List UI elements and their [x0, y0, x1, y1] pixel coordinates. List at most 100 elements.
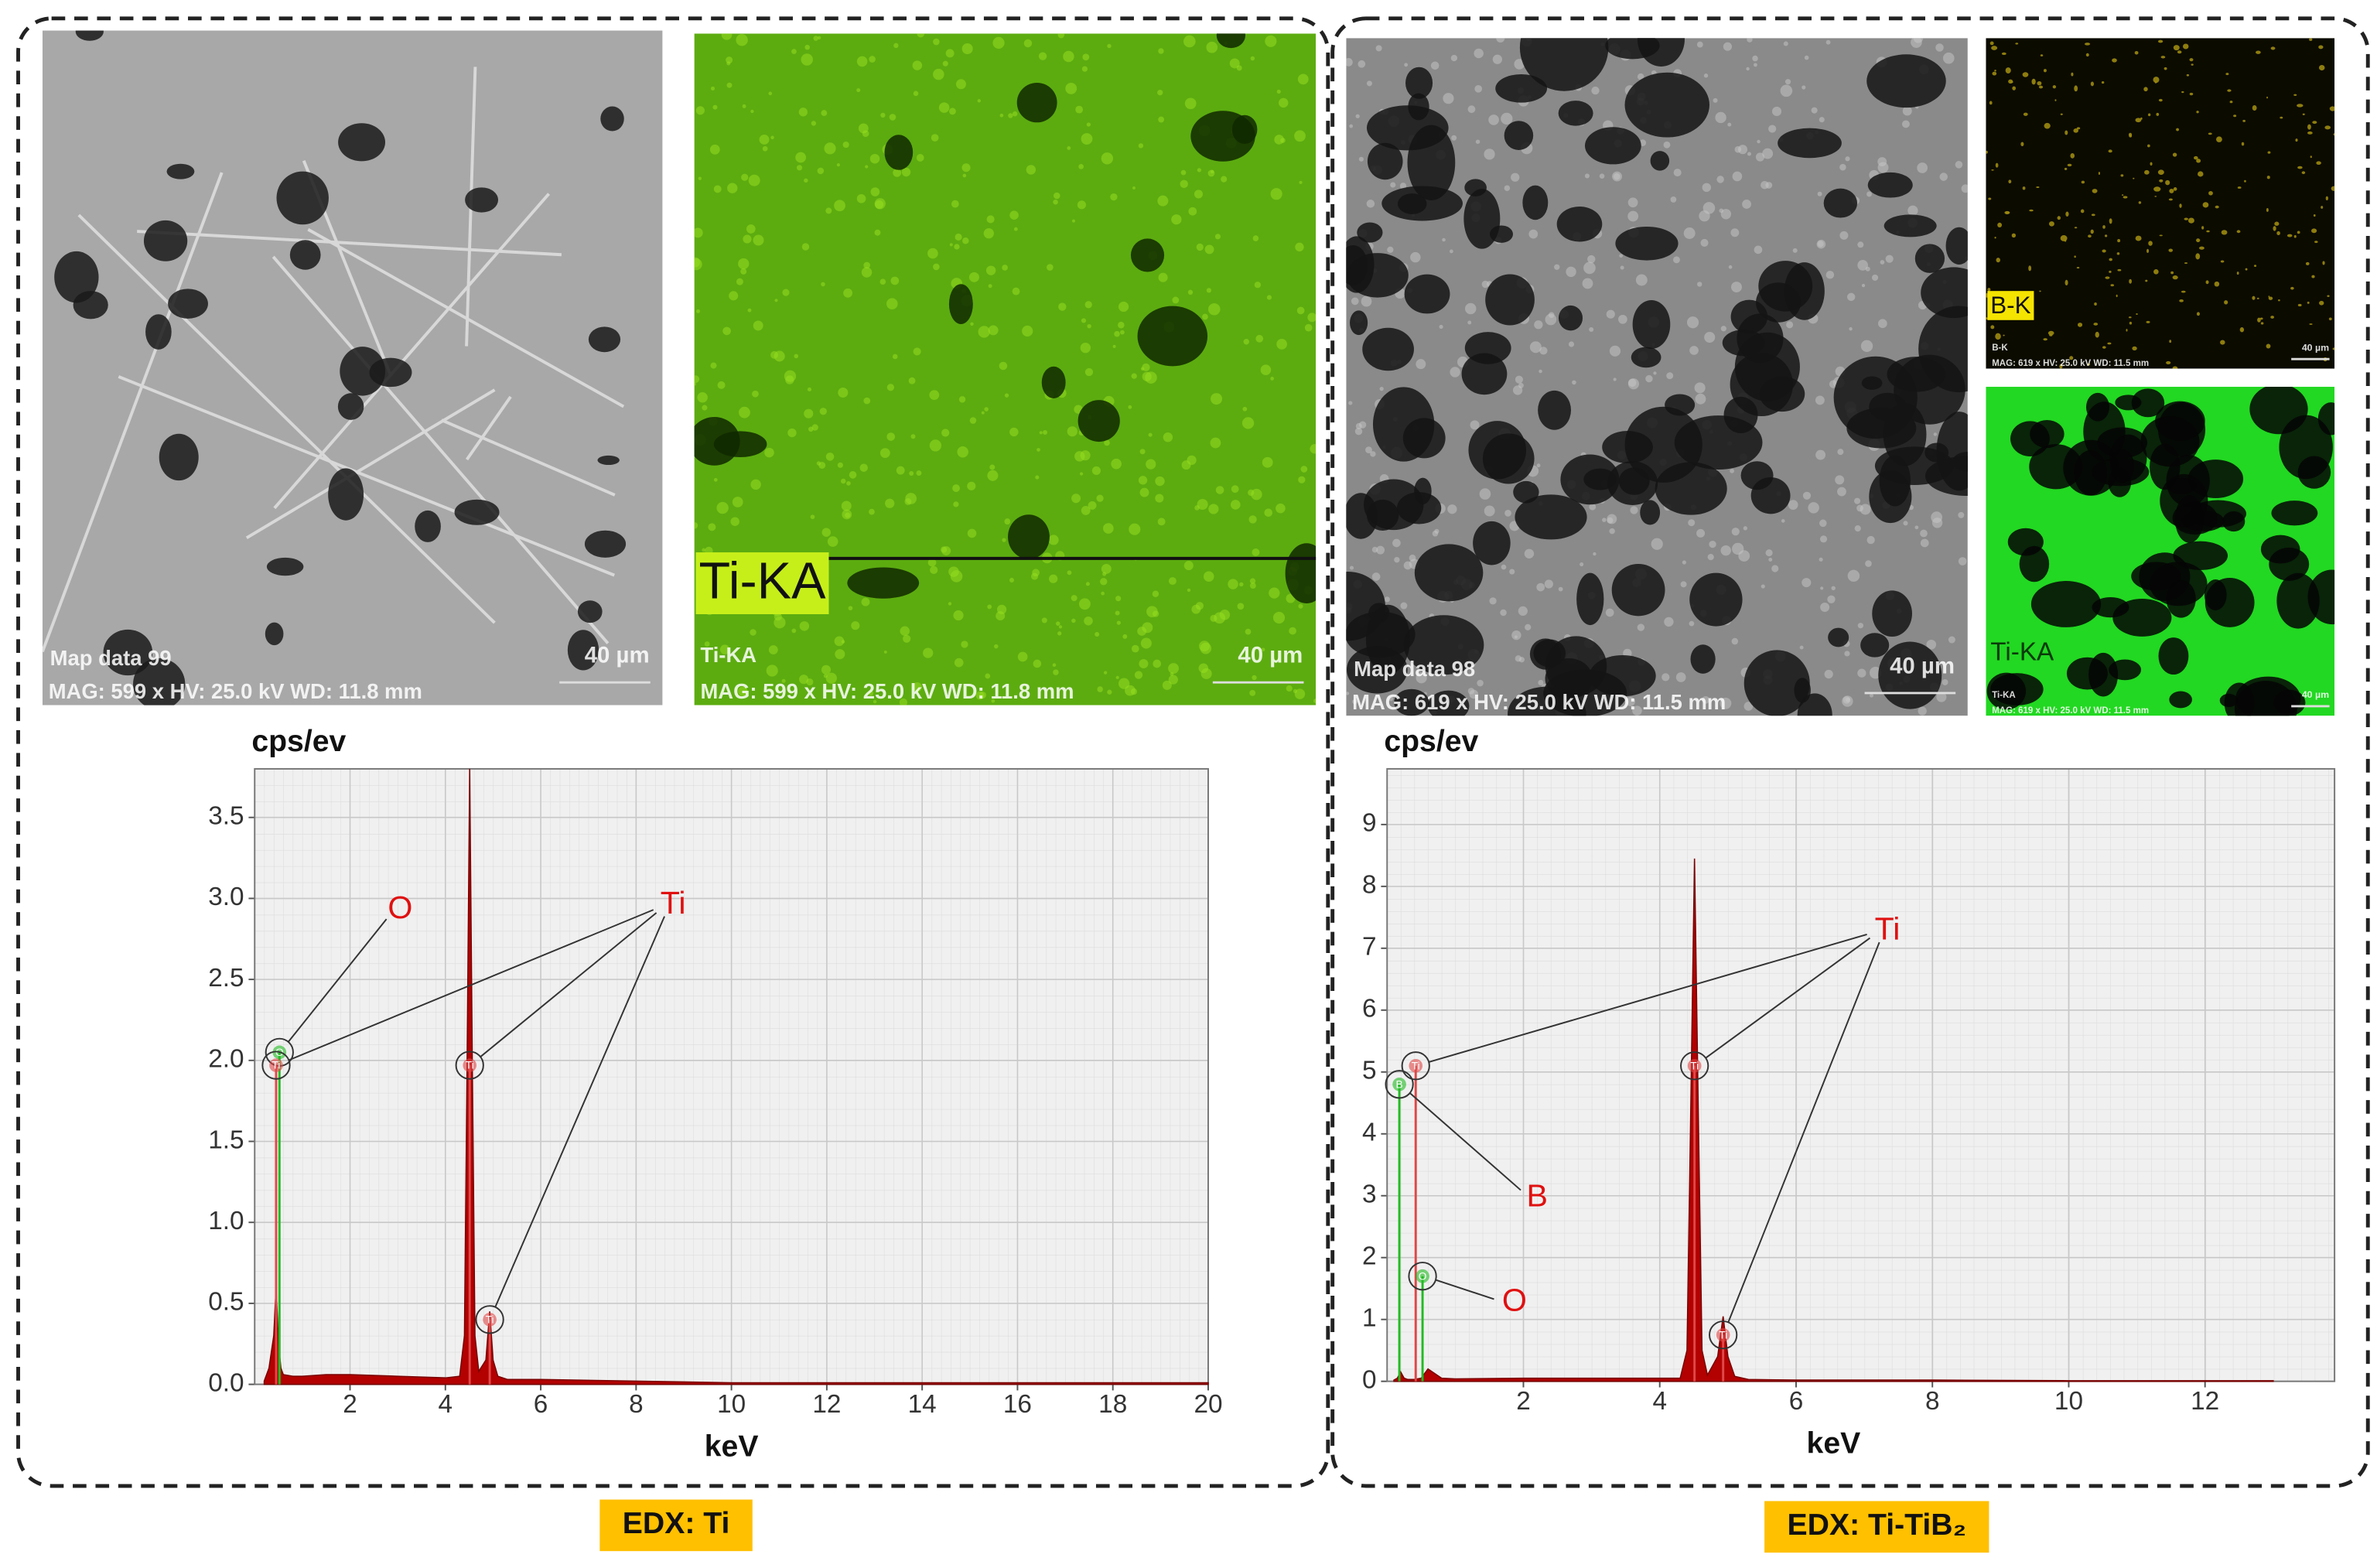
texture: [1214, 234, 1221, 240]
texture: [2109, 659, 2142, 681]
texture: [1673, 256, 1680, 264]
texture: [933, 68, 944, 80]
texture: [969, 417, 977, 424]
texture: [2309, 323, 2313, 325]
texture: [2112, 58, 2117, 63]
texture: [841, 500, 852, 511]
texture: [1103, 523, 1114, 534]
texture: [2135, 235, 2142, 241]
texture: [1732, 171, 1743, 182]
element-ring: [1385, 1070, 1414, 1099]
texture: [1747, 38, 1753, 43]
texture: [1534, 320, 1543, 330]
texture: [1737, 145, 1748, 155]
texture: [1270, 188, 1282, 200]
texture: [1907, 205, 1918, 216]
texture: [1709, 540, 1716, 548]
texture: [2005, 211, 2010, 214]
texture: [1538, 390, 1571, 430]
texture: [967, 528, 977, 538]
texture: [2121, 194, 2124, 196]
texture: [1132, 186, 1136, 190]
texture: [1924, 456, 1968, 497]
micrographs: Map data 99 40 µm MAG: 599 x HV: 25.0 kV W…: [42, 30, 2335, 716]
texture: [1740, 461, 1774, 490]
texture: [697, 391, 708, 403]
texture: [2023, 112, 2028, 116]
texture: [889, 114, 896, 121]
texture: [1078, 163, 1084, 169]
y-tick-label: 8: [1362, 871, 1377, 900]
element-badge: [1716, 1327, 1730, 1342]
texture: [2044, 122, 2051, 129]
map-label: Ti-KA: [698, 553, 826, 610]
texture: [2060, 235, 2068, 241]
texture: [2268, 296, 2273, 300]
texture: [1808, 502, 1819, 514]
texture: [893, 168, 902, 177]
texture: [2220, 340, 2225, 345]
element-badge: [463, 1058, 477, 1072]
grain-boundary: [465, 395, 512, 461]
texture: [801, 243, 810, 251]
texture: [2307, 569, 2335, 625]
texture: [2138, 201, 2142, 204]
annotation: O: [1502, 1283, 1527, 1318]
texture: [870, 187, 880, 196]
texture: [1529, 341, 1542, 354]
y-tick-label: 3.5: [208, 802, 244, 831]
texture: [1730, 468, 1734, 473]
texture: [1986, 150, 1988, 154]
texture: [2059, 364, 2063, 369]
texture: [2196, 238, 2201, 243]
texture: [1080, 342, 1091, 354]
texture: [1208, 303, 1221, 316]
texture: [1568, 341, 1575, 347]
leader-line: [480, 912, 657, 1057]
texture: [159, 433, 199, 481]
texture: [1771, 565, 1779, 572]
texture: [798, 108, 808, 117]
element-ring: [261, 1050, 291, 1080]
texture: [1771, 106, 1782, 117]
texture: [1180, 169, 1187, 176]
micrograph: [42, 30, 663, 705]
texture: [1784, 262, 1825, 320]
texture: [2311, 228, 2317, 234]
grain-boundary: [272, 255, 610, 644]
texture: [1609, 528, 1615, 535]
texture: [873, 699, 877, 704]
texture: [1765, 182, 1773, 189]
texture: [1988, 197, 1992, 200]
texture: [1204, 244, 1214, 255]
texture: [2266, 343, 2271, 349]
texture: [1761, 584, 1765, 589]
texture: [1558, 586, 1563, 592]
texture: [1048, 535, 1059, 545]
texture: [1118, 321, 1125, 329]
texture: [2176, 128, 2179, 132]
texture: [883, 650, 887, 654]
texture: [1662, 673, 1670, 682]
y-tick-label: 0.5: [208, 1288, 244, 1317]
texture: [743, 234, 752, 244]
texture: [1450, 367, 1460, 377]
texture: [1361, 295, 1372, 307]
y-tick-label: 1: [1362, 1303, 1377, 1332]
texture: [1269, 587, 1280, 599]
texture: [774, 299, 778, 302]
texture: [1128, 405, 1132, 409]
texture: [454, 499, 500, 525]
texture: [923, 647, 934, 658]
texture: [821, 664, 832, 675]
texture: [1349, 124, 1354, 128]
texture: [1053, 669, 1059, 675]
texture: [1137, 627, 1147, 636]
texture: [2266, 96, 2268, 99]
texture: [1849, 326, 1853, 331]
texture: [1866, 535, 1875, 545]
texture: [766, 664, 778, 677]
texture: [2074, 255, 2076, 258]
texture: [1358, 156, 1364, 162]
texture: [1902, 106, 1912, 116]
